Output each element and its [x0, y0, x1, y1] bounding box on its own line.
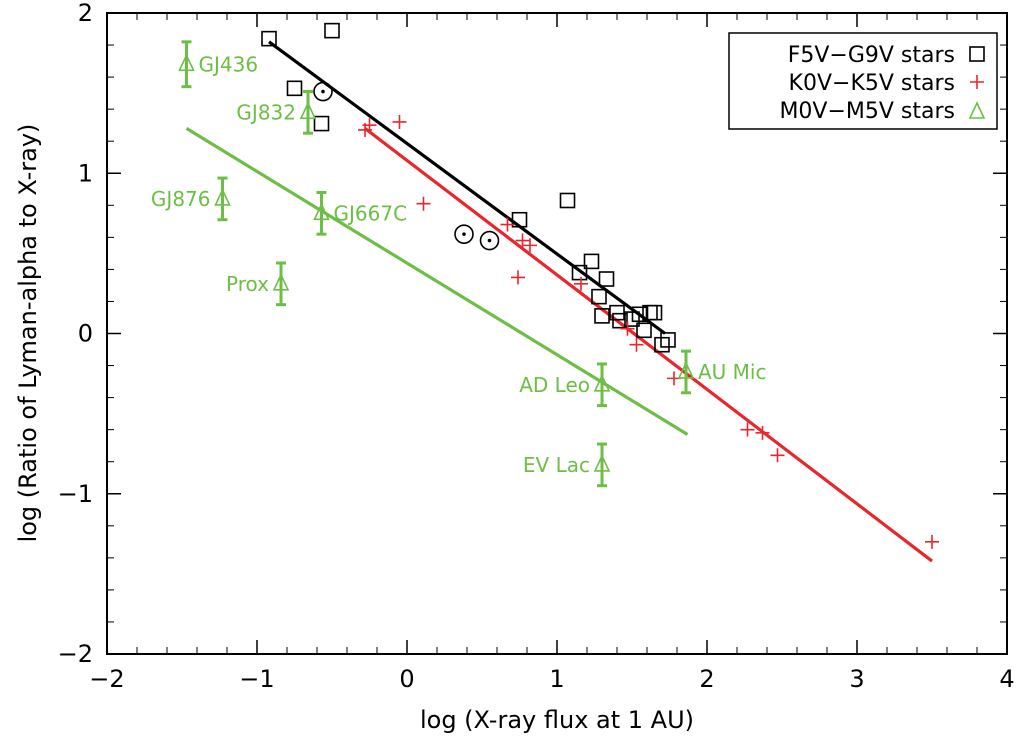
g-star-marker — [511, 211, 528, 228]
axis-ticks — [106, 12, 1008, 655]
star-label: GJ832 — [236, 100, 296, 124]
y-tick-label: 1 — [78, 159, 93, 187]
x-tick-label: 2 — [699, 665, 714, 693]
x-tick-label: −2 — [89, 665, 124, 693]
g-star-marker — [261, 30, 277, 47]
g-star-marker — [571, 264, 588, 281]
legend-label-g-stars: F5V−G9V stars — [788, 43, 955, 68]
g-star-marker — [583, 253, 600, 270]
x-tick-label: 0 — [399, 665, 414, 693]
g-star-marker — [654, 336, 670, 353]
g-star-marker — [591, 288, 607, 305]
y-tick-label: 2 — [78, 0, 93, 27]
star-label: GJ667C — [334, 201, 408, 225]
g-star-marker — [612, 312, 628, 329]
legend-triangle-icon — [968, 101, 986, 119]
g-star-marker — [598, 271, 615, 287]
m-star-errorbar — [597, 442, 607, 488]
fit-line-m_stars — [185, 127, 689, 436]
m-star-marker — [272, 272, 290, 291]
k-star-marker — [629, 337, 644, 352]
m-star-errorbar — [316, 190, 327, 236]
star-annotations: GJ436 GJ832 GJ876 GJ667C Prox AD Leo AU Mic EV … — [151, 52, 767, 477]
g-star-marker — [660, 332, 676, 348]
k-star-marker — [392, 114, 407, 129]
legend-plus-icon — [970, 75, 984, 89]
y-tick-label: 0 — [78, 320, 93, 348]
fit-line-k_stars — [364, 127, 933, 563]
m-star-errorbar — [276, 261, 286, 307]
y-axis-title: log (Ratio of Lyman-alpha to X-ray) — [14, 124, 42, 543]
x-tick-label: 4 — [999, 665, 1014, 693]
k-star-marker — [500, 217, 515, 232]
g-star-marker — [609, 304, 625, 321]
k-star-marker — [515, 233, 530, 248]
star-label: Prox — [226, 272, 269, 296]
y-tick-label: −1 — [58, 480, 93, 508]
x-axis-tick-labels: −2 −1 0 1 2 3 4 — [89, 665, 1014, 693]
k-star-marker — [770, 448, 785, 463]
g-star-marker — [286, 80, 303, 97]
x-tick-label: −1 — [239, 665, 274, 693]
legend-label-m-stars: M0V−M5V stars — [779, 99, 955, 124]
g-star-marker — [324, 22, 340, 39]
k-star-marker — [416, 196, 431, 211]
sun-marker — [313, 81, 333, 102]
star-label: AD Leo — [519, 373, 590, 397]
m-star-marker — [677, 361, 695, 379]
g-star-marker — [646, 304, 663, 321]
legend-square-icon — [969, 46, 985, 62]
data-markers — [178, 22, 939, 549]
sun-marker — [479, 230, 500, 251]
x-tick-label: 3 — [849, 665, 864, 693]
k-star-marker — [620, 321, 635, 336]
g-star-marker — [313, 115, 330, 132]
k-star-marker — [755, 425, 770, 440]
k-star-marker — [574, 276, 588, 291]
legend-box — [728, 32, 998, 130]
g-star-marker — [636, 322, 652, 339]
k-star-marker — [362, 118, 377, 133]
g-star-marker — [594, 308, 610, 324]
legend-label-k-stars: K0V−K5V stars — [789, 71, 955, 96]
star-label: GJ876 — [151, 187, 211, 211]
legend-markers — [968, 46, 986, 119]
k-star-marker — [740, 422, 755, 437]
m-star-errorbar — [217, 176, 228, 222]
m-star-marker — [214, 187, 231, 206]
sun-marker — [454, 224, 474, 244]
legend: F5V−G9V stars K0V−K5V stars M0V−M5V star… — [728, 32, 998, 130]
m-star-errorbar — [597, 362, 607, 408]
star-label: EV Lac — [523, 453, 590, 477]
k-star-marker — [511, 270, 525, 285]
y-axis-tick-labels: −2 −1 0 1 2 — [58, 0, 93, 668]
g-star-marker — [559, 192, 576, 209]
x-axis-title: log (X-ray flux at 1 AU) — [420, 706, 694, 734]
m-star-marker — [178, 53, 195, 72]
g-star-marker — [631, 306, 648, 323]
x-tick-label: 1 — [549, 665, 564, 693]
m-star-errorbar — [303, 90, 313, 135]
m-star-marker — [593, 454, 611, 472]
m-star-errorbar — [681, 349, 691, 395]
k-star-marker — [523, 238, 537, 253]
m-star-marker — [299, 101, 317, 120]
k-star-marker — [925, 534, 939, 549]
m-star-marker — [313, 202, 330, 221]
star-label: GJ436 — [199, 52, 259, 76]
m-star-marker — [593, 373, 611, 392]
star-label: AU Mic — [698, 360, 767, 384]
m-star-errorbar — [181, 40, 192, 89]
y-tick-label: −2 — [58, 640, 93, 668]
